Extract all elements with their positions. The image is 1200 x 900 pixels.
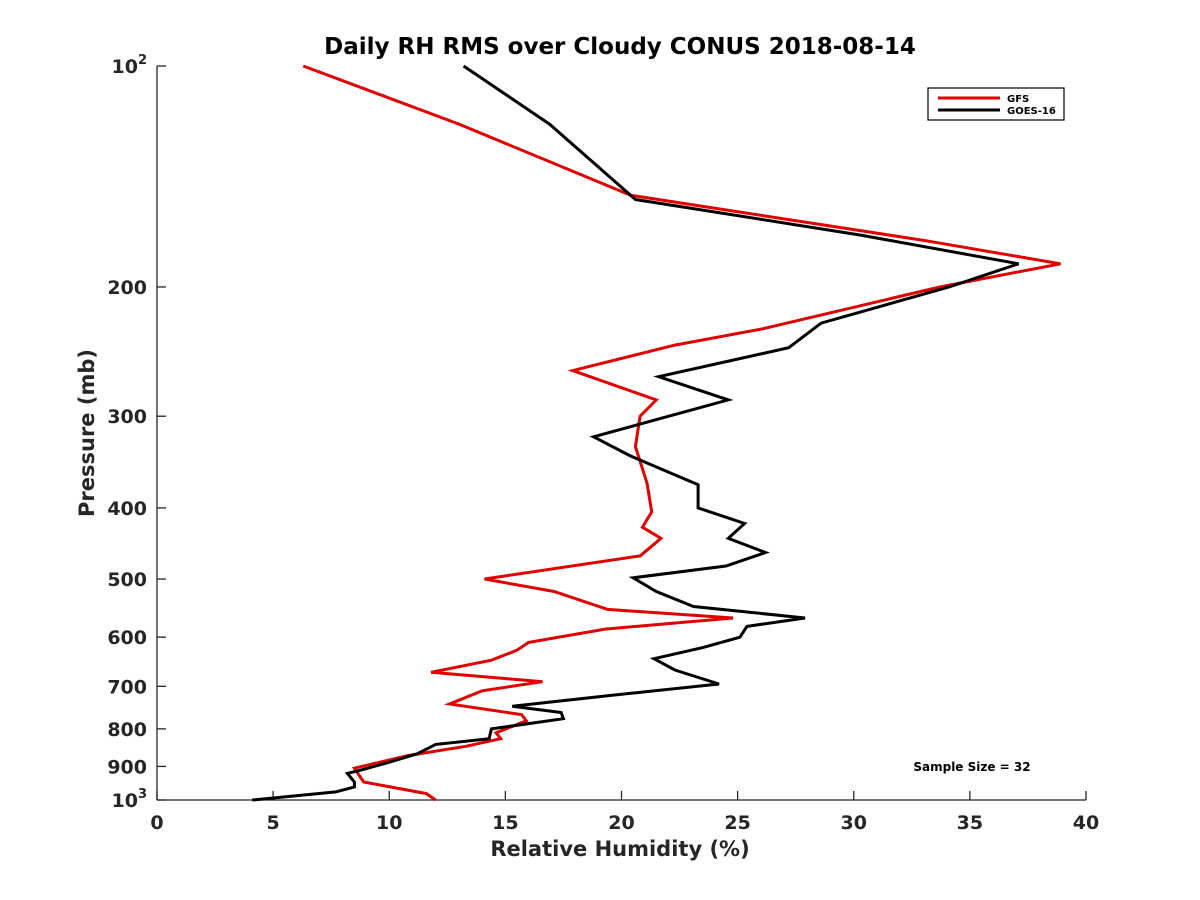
y-tick-label: 600 xyxy=(107,627,147,649)
axes: 0 5 10 15 20 25 30 35 40 102 200 300 400 500 600 700 800… xyxy=(107,53,1099,834)
y-tick-label: 103 xyxy=(112,787,148,812)
y-tick-label: 500 xyxy=(107,569,147,591)
legend-box xyxy=(927,87,1065,121)
series-line-goes-16 xyxy=(252,64,1020,802)
x-tick-label: 20 xyxy=(608,812,634,834)
y-tick-label: 400 xyxy=(107,498,147,520)
series-line-gfs xyxy=(302,64,1061,802)
y-tick-label: 102 xyxy=(112,53,148,78)
x-axis-label: Relative Humidity (%) xyxy=(490,837,749,861)
x-tick-label: 15 xyxy=(492,812,518,834)
x-tick-label: 10 xyxy=(376,812,402,834)
y-axis-label: Pressure (mb) xyxy=(75,349,99,517)
x-tick-label: 5 xyxy=(267,812,280,834)
x-tick-label: 40 xyxy=(1073,812,1099,834)
legend-label: GFS xyxy=(1007,94,1029,105)
x-tick-label: 35 xyxy=(957,812,983,834)
chart-title: Daily RH RMS over Cloudy CONUS 2018-08-1… xyxy=(324,34,916,60)
y-tick-label: 300 xyxy=(107,406,147,428)
y-tick-label: 700 xyxy=(107,676,147,698)
sample-size-annotation: Sample Size = 32 xyxy=(913,760,1030,774)
x-tick-label: 0 xyxy=(150,812,163,834)
x-tick-label: 25 xyxy=(724,812,750,834)
x-tick-label: 30 xyxy=(841,812,867,834)
y-tick-label: 800 xyxy=(107,719,147,741)
y-tick-label: 200 xyxy=(107,277,147,299)
y-tick-label: 900 xyxy=(107,756,147,778)
legend-label: GOES-16 xyxy=(1007,106,1056,117)
series-layer xyxy=(252,64,1061,802)
